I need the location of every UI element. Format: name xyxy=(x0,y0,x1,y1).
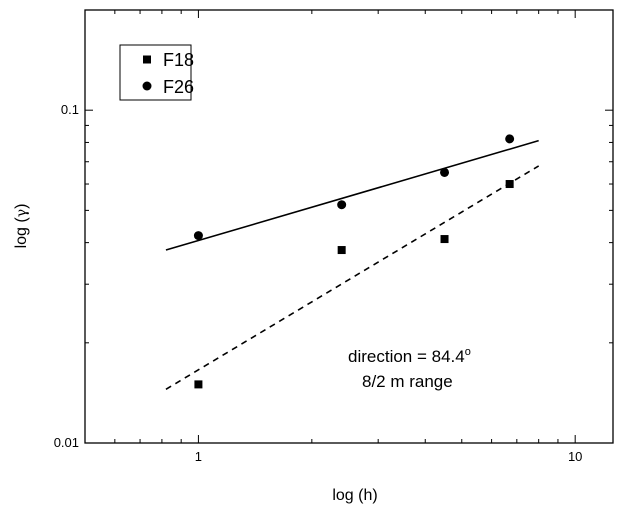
legend-marker-f18 xyxy=(143,55,151,64)
legend-box xyxy=(119,44,192,101)
x-axis-label: log (h) xyxy=(332,487,377,504)
y-tick-label: 0.01 xyxy=(54,435,79,450)
x-tick-label: 1 xyxy=(195,449,202,464)
legend-label-f26: F26 xyxy=(163,77,194,97)
data-point-f18 xyxy=(440,235,449,244)
data-points xyxy=(193,134,515,389)
fit-lines xyxy=(165,139,540,390)
annotation-direction: direction = 84.4o xyxy=(348,346,471,366)
legend: F18 F26 xyxy=(119,44,194,101)
legend-marker-f26 xyxy=(142,81,152,91)
data-point-f18 xyxy=(337,246,346,255)
axis-tick-labels: 1 10 0.01 0.1 xyxy=(54,102,583,464)
data-point-f26 xyxy=(505,134,515,144)
data-point-f26 xyxy=(440,167,450,177)
data-point-f26 xyxy=(337,200,347,210)
data-point-f18 xyxy=(194,380,203,389)
fit-line-f26 xyxy=(165,139,539,251)
x-tick-label: 10 xyxy=(568,449,582,464)
y-tick-label: 0.1 xyxy=(61,102,79,117)
data-point-f26 xyxy=(193,231,203,241)
annotation: direction = 84.4o 8/2 m range xyxy=(348,346,471,391)
y-axis-label: log (γ) xyxy=(13,204,30,249)
annotation-range: 8/2 m range xyxy=(362,372,453,391)
axis-ticks xyxy=(84,9,613,444)
plot-area-frame xyxy=(84,9,614,444)
legend-label-f18: F18 xyxy=(163,50,194,70)
degree-symbol: o xyxy=(465,346,471,358)
data-point-f18 xyxy=(505,180,514,189)
